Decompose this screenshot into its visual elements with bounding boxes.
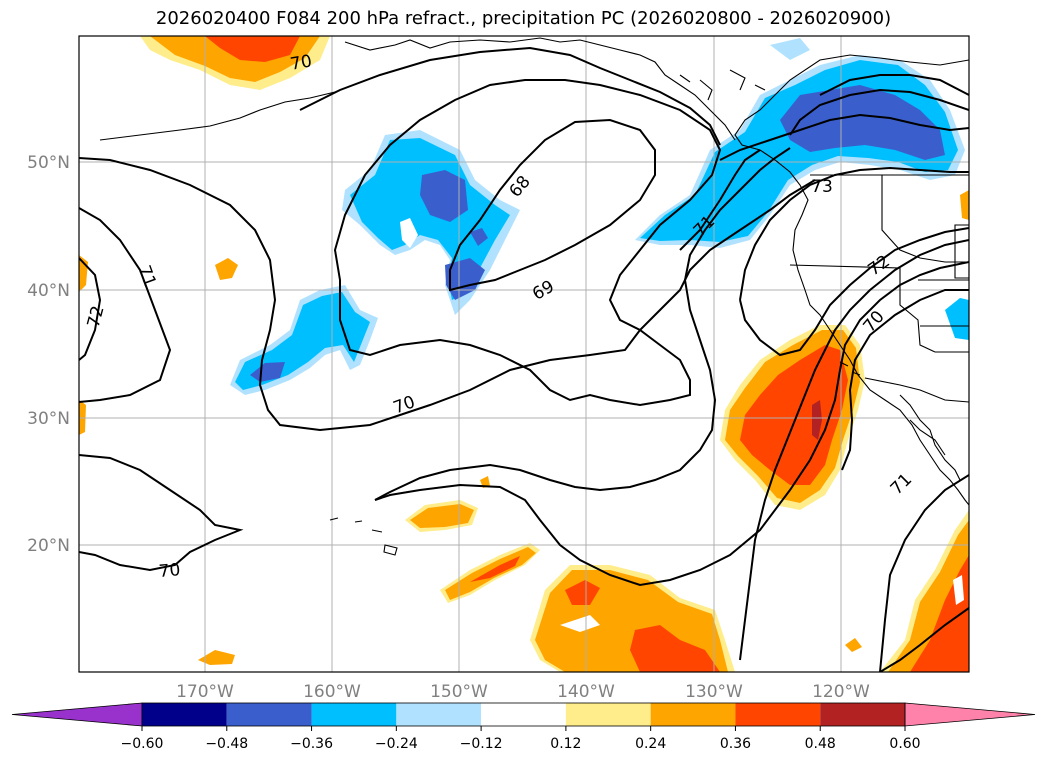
colorbar-segment [226,703,312,726]
contour-line [719,113,969,161]
longitude-label: 120°W [812,682,870,700]
positive-anomaly-area [205,36,300,62]
contour-line [79,257,102,361]
colorbar-tick-label: 0.48 [805,736,836,752]
positive-anomaly-area [215,258,238,280]
positive-anomaly-area [960,190,969,220]
aleutian-islands [99,87,346,141]
state-border [789,264,901,269]
colorbar-extend-low [11,702,143,727]
colorbar-tick-label: 0.36 [720,736,751,752]
colorbar-extend-high [904,702,1036,727]
latitude-label: 40°N [27,281,70,301]
latitude-label: 30°N [27,409,70,429]
colorbar-tick-label: 0.12 [550,736,581,752]
positive-anomaly-area [410,504,474,528]
colorbar-segment [481,703,566,726]
colorbar-segment [650,703,736,726]
longitude-label: 150°W [430,682,488,700]
map-plot: 70 71 72 68 69 70 71 73 72 70 71 70 50°N… [27,35,970,700]
contour-line [79,157,816,432]
contour-label: 73 [811,177,833,197]
latitude-label: 20°N [27,536,70,556]
colorbar-segment [820,703,905,726]
colorbar-tick-label: −0.12 [460,736,503,752]
negative-anomaly-area [945,298,969,340]
north-america-coast [734,54,969,506]
colorbar-tick-label: −0.36 [290,736,333,752]
colorbar-tick-label: 0.24 [635,736,666,752]
contour-line [879,474,969,672]
contour-label: 70 [289,51,314,74]
colorbar-segment [396,703,482,726]
latitude-label: 50°N [27,153,70,173]
contour-line [841,289,969,471]
positive-anomaly-area [845,638,862,652]
negative-anomaly-area [470,228,488,246]
alaska-coast [344,37,736,141]
positive-anomaly-area [630,625,720,672]
colorbar-tick-label: −0.24 [375,736,418,752]
colorbar-frame [141,702,906,727]
colorbar-segment [311,703,397,726]
state-border [881,175,969,263]
positive-anomaly-area [740,345,848,485]
negative-anomaly-area [420,170,468,222]
colorbar-segment [565,703,651,726]
coastlines [99,37,969,556]
longitude-label: 130°W [685,682,743,700]
colorbar-segment [142,703,227,726]
map-title: 2026020400 F084 200 hPa refract., precip… [155,8,892,29]
gulf-of-california [909,419,946,456]
longitude-label: 170°W [176,682,234,700]
contour-line [879,607,969,672]
baja-california-coast [899,394,961,481]
mexico-border [864,377,969,403]
coastal-islands [679,69,766,101]
contour-line [739,227,969,357]
contour-label: 70 [158,560,181,582]
colorbar-segment [735,703,821,726]
hawaiian-islands [329,517,398,556]
state-border [954,224,969,279]
positive-anomaly-area [565,580,600,605]
contour-line [333,79,722,407]
contour-line [374,147,791,501]
positive-anomaly-area [198,650,235,665]
contour-line [79,207,172,403]
refractivity-contours [79,46,969,672]
longitude-label: 140°W [557,682,615,700]
colorbar-tick-label: 0.60 [889,736,920,752]
longitude-label: 160°W [303,682,361,700]
contour-line [79,454,244,572]
positive-anomaly-area [812,400,822,440]
map-frame [78,35,970,673]
colorbar-tick-label: −0.48 [205,736,248,752]
contour-line [449,118,656,292]
contour-line [299,46,721,146]
longitude-labels: 170°W 160°W 150°W 140°W 130°W 120°W [176,682,870,700]
contour-line [374,261,969,587]
gridlines [79,36,969,672]
negative-anomaly-area [250,362,285,382]
contour-line [789,88,969,136]
state-border [899,268,936,353]
contour-line [679,149,761,251]
colorbar-tick-label: −0.60 [121,736,164,752]
contour-line [739,166,969,301]
latitude-labels: 50°N 40°N 30°N 20°N [27,153,70,556]
contour-line [819,74,969,96]
contour-line [739,239,969,661]
